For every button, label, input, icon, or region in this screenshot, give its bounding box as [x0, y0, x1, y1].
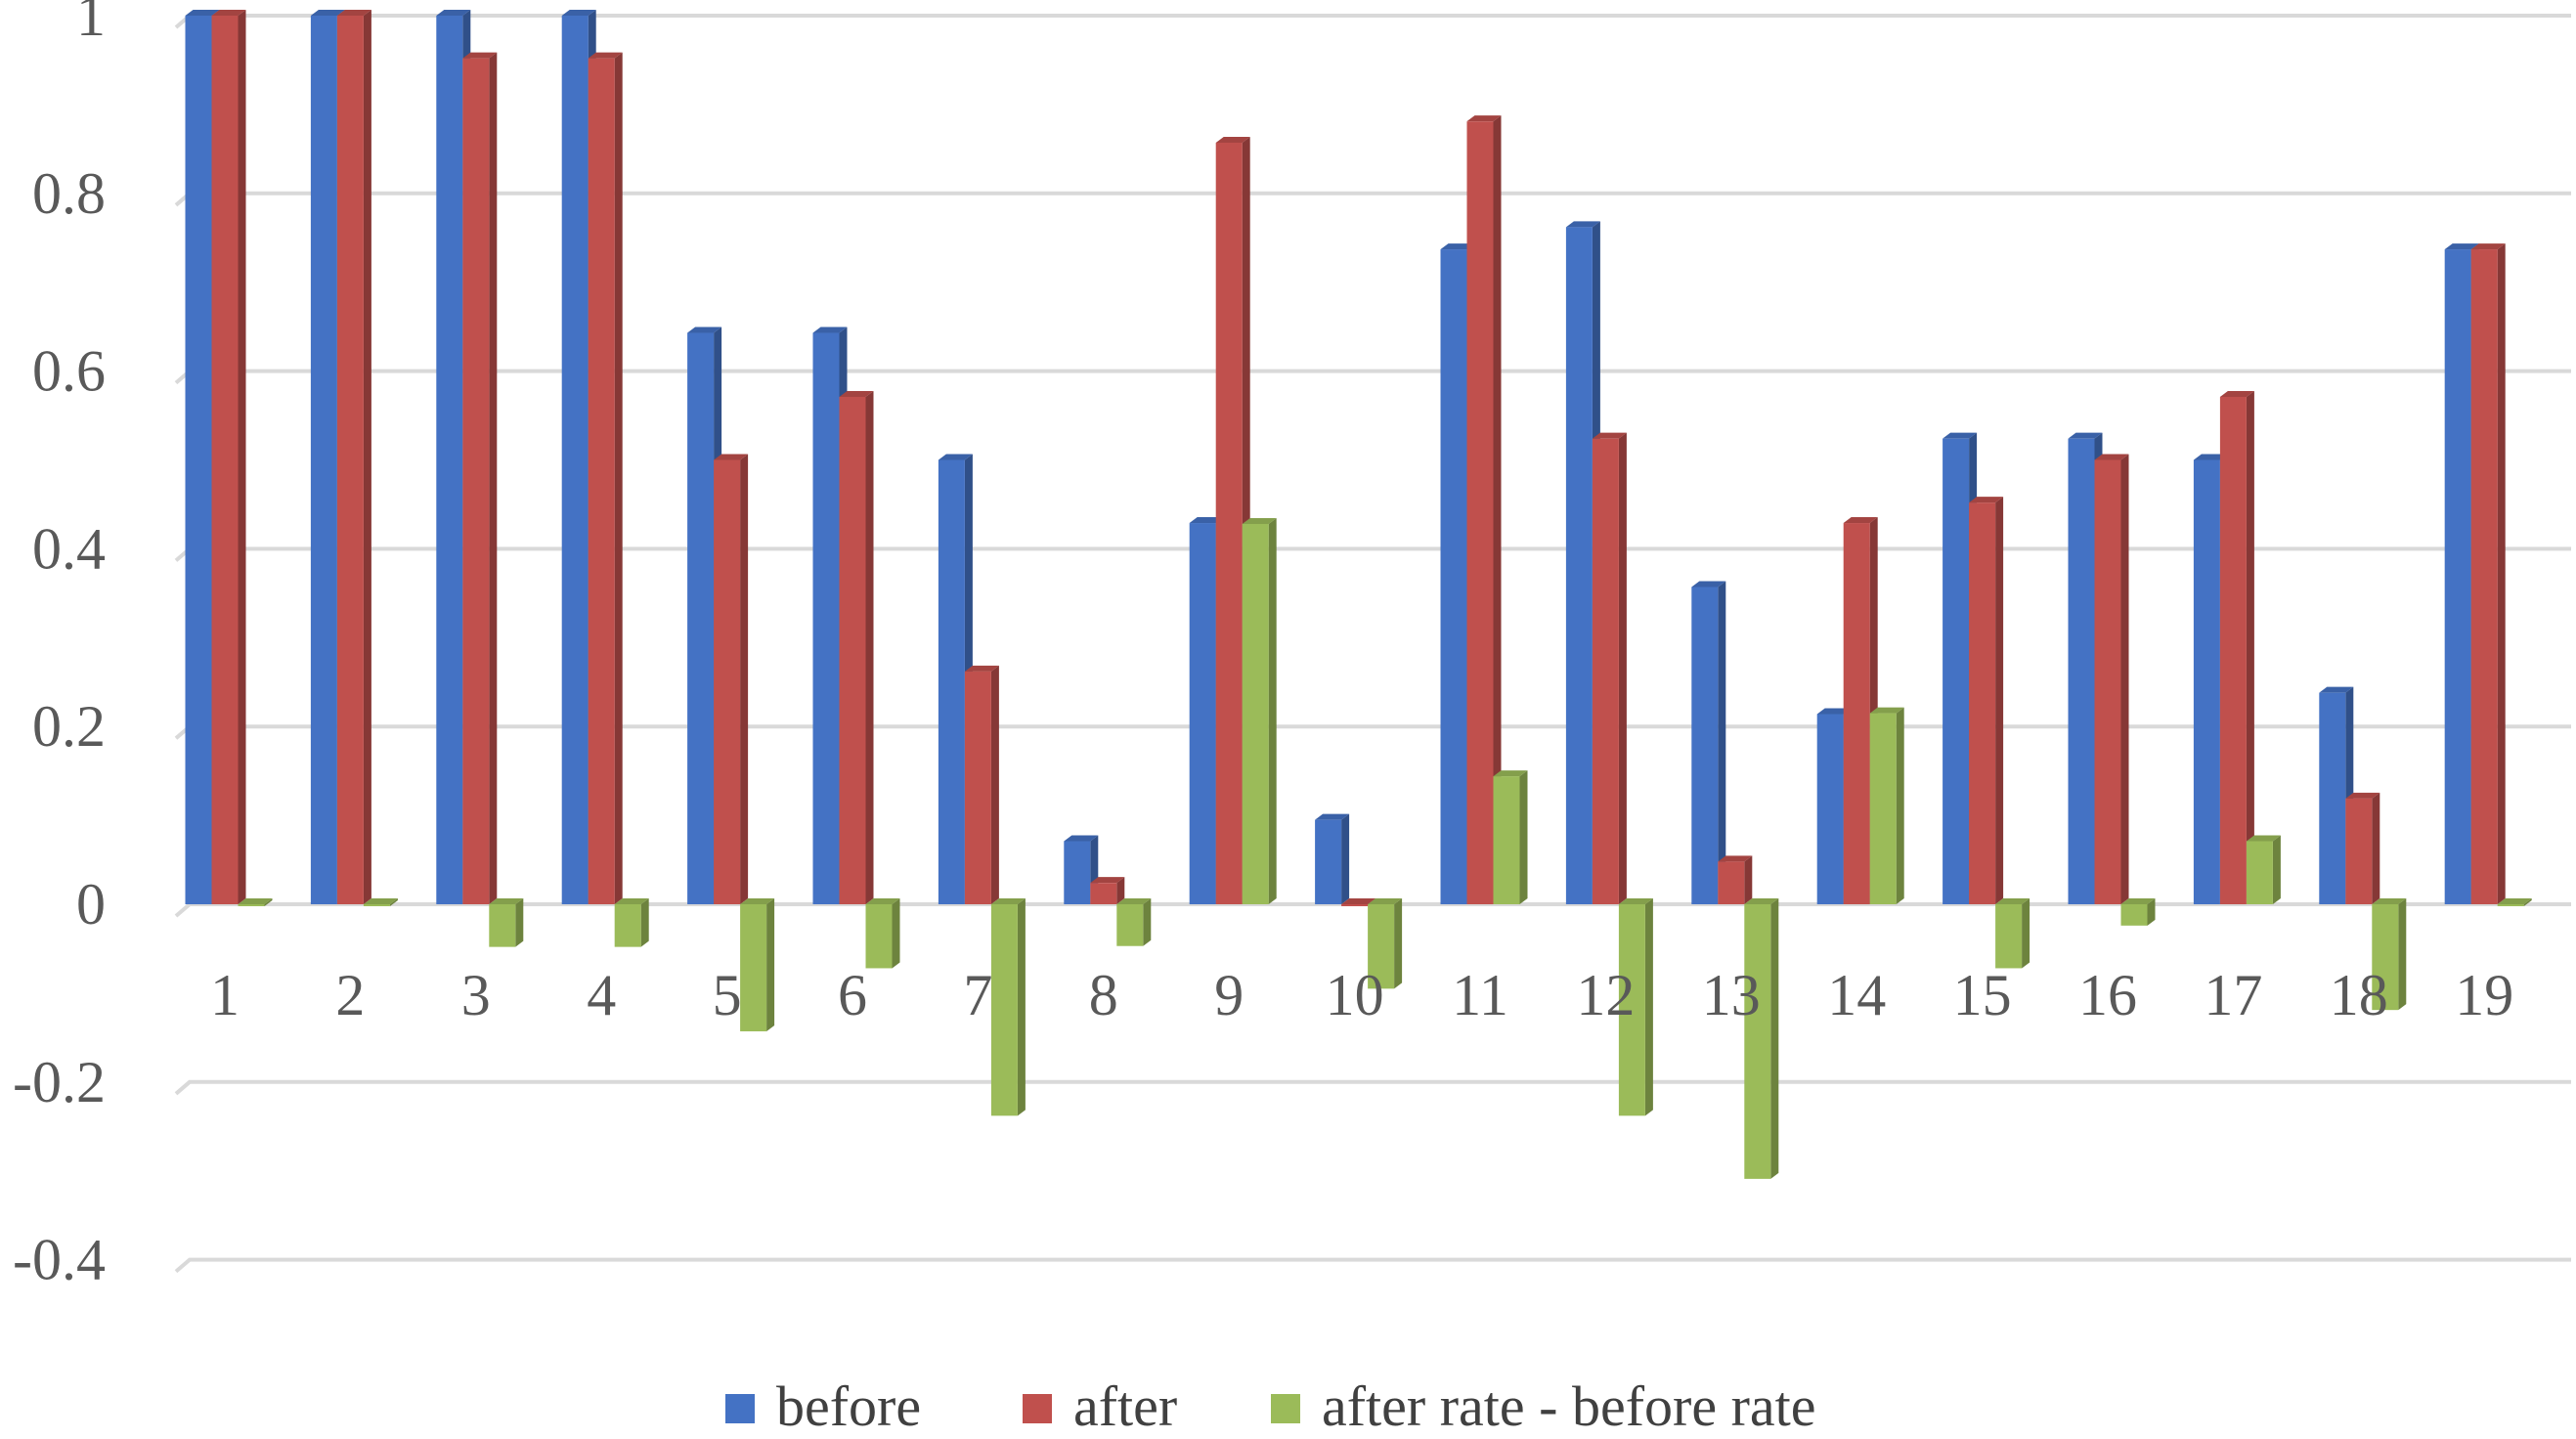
x-tick-label: 3 — [461, 963, 491, 1027]
bar — [211, 10, 246, 904]
bar — [2120, 898, 2156, 926]
x-tick-label: 8 — [1089, 963, 1118, 1027]
x-tick-label: 7 — [963, 963, 992, 1027]
bar — [1691, 581, 1726, 904]
bar — [238, 898, 273, 906]
bar — [1090, 877, 1125, 904]
bar — [2372, 898, 2407, 1011]
x-tick-label: 5 — [713, 963, 742, 1027]
x-tick-label: 12 — [1576, 963, 1635, 1027]
legend-label: after — [1073, 1374, 1177, 1438]
x-axis-ticks: 1 2 3 4 5 6 7 8 9 10 11 12 13 14 15 16 17 18 19 — [210, 963, 2513, 1027]
bar — [865, 898, 900, 969]
bar — [1718, 855, 1753, 904]
x-tick-label: 2 — [335, 963, 365, 1027]
x-tick-label: 13 — [1702, 963, 1761, 1027]
legend: before after after rate - before rate — [725, 1374, 1816, 1438]
bar — [489, 898, 524, 947]
bar — [1315, 813, 1350, 904]
x-tick-label: 1 — [210, 963, 240, 1027]
x-tick-label: 4 — [587, 963, 616, 1027]
bar — [714, 454, 749, 904]
x-tick-label: 6 — [838, 963, 867, 1027]
bar — [1242, 517, 1277, 904]
bar — [1493, 770, 1528, 904]
bar — [2246, 835, 2281, 904]
bar — [2470, 243, 2506, 904]
bar — [2219, 390, 2254, 904]
bar — [614, 898, 649, 947]
gridline — [174, 14, 2571, 29]
gridline — [174, 369, 2571, 385]
bar — [1592, 432, 1627, 904]
x-tick-label: 11 — [1452, 963, 1508, 1027]
bar — [1869, 707, 1904, 904]
gridline — [174, 191, 2571, 207]
legend-label: before — [776, 1374, 921, 1438]
gridline — [174, 1257, 2571, 1274]
bar — [1618, 898, 1653, 1116]
legend-swatch — [1023, 1394, 1052, 1423]
bar — [2345, 792, 2380, 904]
bar — [1466, 115, 1502, 904]
bar — [964, 665, 999, 904]
bar — [2497, 898, 2532, 906]
y-tick-label: -0.2 — [13, 1050, 106, 1114]
bar — [2094, 454, 2129, 904]
y-tick-label: 0.6 — [32, 339, 106, 404]
y-tick-label: 0 — [76, 872, 106, 937]
bar — [1969, 497, 2004, 904]
y-tick-label: 0.8 — [32, 161, 106, 226]
x-tick-label: 15 — [1953, 963, 2012, 1027]
y-tick-label: 1 — [76, 0, 106, 48]
bar — [990, 898, 1026, 1116]
gridline — [174, 1079, 2571, 1096]
legend-swatch — [725, 1394, 755, 1423]
x-tick-label: 10 — [1326, 963, 1384, 1027]
legend-swatch — [1271, 1394, 1300, 1423]
x-tick-label: 17 — [2204, 963, 2262, 1027]
bar — [363, 898, 398, 906]
bar — [588, 52, 623, 904]
bar — [740, 898, 775, 1031]
y-axis-ticks: -0.4 -0.2 0 0.2 0.4 0.6 0.8 1 — [13, 0, 106, 1292]
bar — [1744, 898, 1779, 1179]
y-tick-label: 0.4 — [32, 516, 106, 581]
x-tick-label: 18 — [2330, 963, 2388, 1027]
x-tick-label: 9 — [1214, 963, 1244, 1027]
y-tick-label: 0.2 — [32, 694, 106, 759]
bar — [1116, 898, 1152, 946]
x-tick-label: 19 — [2455, 963, 2513, 1027]
legend-label: after rate - before rate — [1322, 1374, 1816, 1438]
y-tick-label: -0.4 — [13, 1228, 106, 1292]
bar — [839, 390, 874, 904]
x-tick-label: 16 — [2078, 963, 2137, 1027]
bar — [1368, 898, 1403, 989]
bars — [185, 10, 2532, 1179]
bar — [336, 10, 371, 904]
bar — [462, 52, 498, 904]
bar — [1995, 898, 2030, 969]
x-tick-label: 14 — [1827, 963, 1886, 1027]
